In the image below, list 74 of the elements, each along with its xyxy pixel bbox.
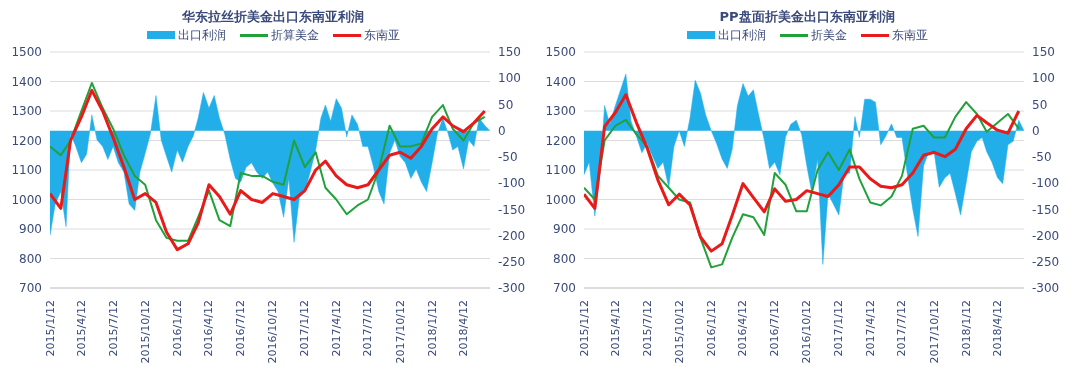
y2-tick-label: 150 xyxy=(1032,45,1055,60)
x-tick-label: 2017/4/12 xyxy=(329,300,343,357)
chart-title: PP盘面折美金出口东南亚利润 xyxy=(718,8,896,26)
y2-tick-label: 100 xyxy=(1032,71,1055,86)
y2-tick-label: -250 xyxy=(498,255,526,270)
x-tick-label: 2018/4/12 xyxy=(457,300,470,357)
legend-label: 出口利润 xyxy=(177,26,226,44)
y2-tick-label: -100 xyxy=(1032,176,1060,191)
x-tick-label: 2016/4/12 xyxy=(202,300,216,357)
y-tick-label: 800 xyxy=(553,251,576,266)
x-tick-label: 2016/1/12 xyxy=(704,300,718,357)
y-tick-label: 1300 xyxy=(11,104,42,119)
y-tick-label: 1500 xyxy=(545,45,576,60)
x-tick-label: 2016/10/12 xyxy=(266,300,280,364)
y-tick-label: 1300 xyxy=(545,104,576,119)
x-tick-label: 2016/4/12 xyxy=(736,300,750,357)
y-tick-label: 800 xyxy=(19,251,42,266)
legend-label: 东南亚 xyxy=(891,26,928,44)
x-tick-label: 2017/1/12 xyxy=(832,300,846,357)
chart-title: 华东拉丝折美金出口东南亚利润 xyxy=(181,8,365,26)
x-tick-label: 2015/10/12 xyxy=(138,300,152,364)
y-tick-label: 1200 xyxy=(545,133,576,148)
x-tick-label: 2017/7/12 xyxy=(895,300,909,357)
y-tick-label: 900 xyxy=(553,222,576,237)
x-tick-label: 2017/10/12 xyxy=(393,300,407,364)
y2-tick-label: -300 xyxy=(498,281,526,296)
y-tick-label: 1000 xyxy=(545,192,576,207)
legend-label: 出口利润 xyxy=(717,26,766,44)
y-tick-label: 1200 xyxy=(11,133,42,148)
x-tick-label: 2017/1/12 xyxy=(298,300,312,357)
legend-label: 折美金 xyxy=(810,26,847,44)
x-tick-label: 2018/1/12 xyxy=(959,300,973,357)
x-tick-label: 2017/10/12 xyxy=(927,300,941,364)
y2-tick-label: -150 xyxy=(1032,202,1060,217)
x-tick-label: 2016/1/12 xyxy=(170,300,184,357)
x-tick-label: 2017/7/12 xyxy=(361,300,375,357)
x-tick-label: 2015/7/12 xyxy=(640,300,654,357)
x-tick-label: 2018/1/12 xyxy=(425,300,439,357)
x-tick-label: 2016/7/12 xyxy=(768,300,782,357)
y2-tick-label: 150 xyxy=(498,45,521,60)
x-tick-label: 2015/7/12 xyxy=(106,300,120,357)
y2-tick-label: -250 xyxy=(1032,255,1060,270)
y2-tick-label: 0 xyxy=(498,123,506,138)
y2-tick-label: 50 xyxy=(498,97,514,112)
x-tick-label: 2015/1/12 xyxy=(43,300,57,357)
y-tick-label: 900 xyxy=(19,222,42,237)
x-tick-label: 2015/1/12 xyxy=(577,300,591,357)
x-tick-label: 2018/4/12 xyxy=(991,300,1004,357)
legend-label: 折算美金 xyxy=(270,26,319,44)
x-tick-label: 2015/4/12 xyxy=(74,300,88,357)
y-tick-label: 700 xyxy=(19,281,42,296)
y-tick-label: 1400 xyxy=(11,74,42,89)
x-tick-label: 2016/7/12 xyxy=(234,300,248,357)
y2-tick-label: -50 xyxy=(498,150,518,165)
y-tick-label: 700 xyxy=(553,281,576,296)
x-tick-label: 2015/10/12 xyxy=(672,300,686,364)
x-tick-label: 2016/10/12 xyxy=(800,300,814,364)
legend-label: 东南亚 xyxy=(363,26,400,44)
y2-tick-label: -200 xyxy=(1032,228,1060,243)
y2-tick-label: -200 xyxy=(498,228,526,243)
y2-tick-label: -100 xyxy=(498,176,526,191)
y2-tick-label: 50 xyxy=(1032,97,1048,112)
y-tick-label: 1100 xyxy=(545,163,576,178)
x-tick-label: 2017/4/12 xyxy=(863,300,877,357)
y-tick-label: 1500 xyxy=(11,45,42,60)
y2-tick-label: -150 xyxy=(498,202,526,217)
y-tick-label: 1000 xyxy=(11,192,42,207)
y2-tick-label: -300 xyxy=(1032,281,1060,296)
y-tick-label: 1100 xyxy=(11,163,42,178)
y2-tick-label: -50 xyxy=(1032,150,1052,165)
y2-tick-label: 100 xyxy=(498,71,521,86)
x-tick-label: 2015/4/12 xyxy=(608,300,622,357)
y2-tick-label: 0 xyxy=(1032,123,1040,138)
y-tick-label: 1400 xyxy=(545,74,576,89)
